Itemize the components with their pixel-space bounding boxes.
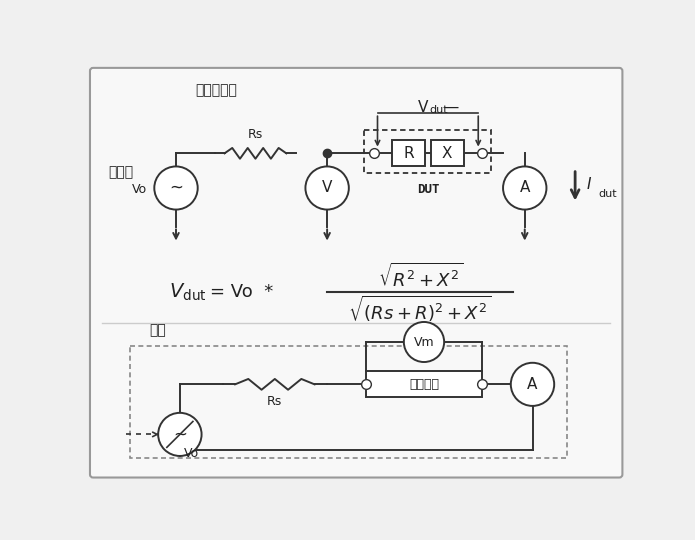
Text: dut: dut <box>598 189 617 199</box>
Circle shape <box>154 166 197 210</box>
Text: V: V <box>418 100 428 114</box>
Bar <box>431 140 464 166</box>
Text: Rs: Rs <box>267 395 282 408</box>
Circle shape <box>404 322 444 362</box>
Text: ~: ~ <box>173 426 187 443</box>
Bar <box>129 346 567 457</box>
FancyBboxPatch shape <box>90 68 623 477</box>
Text: Vm: Vm <box>414 335 434 348</box>
Text: Rs: Rs <box>248 128 263 141</box>
Circle shape <box>511 363 554 406</box>
Text: 反馈: 反馈 <box>149 323 165 338</box>
Text: DUT: DUT <box>416 184 439 197</box>
Text: = Vo  *: = Vo * <box>211 283 274 301</box>
Text: Vo: Vo <box>131 183 147 196</box>
Text: R: R <box>403 146 414 161</box>
Text: X: X <box>442 146 452 161</box>
Text: dut: dut <box>430 105 448 115</box>
Text: A: A <box>520 180 530 195</box>
Text: I: I <box>587 177 591 192</box>
Text: $\sqrt{R^2 + X^2}$: $\sqrt{R^2 + X^2}$ <box>377 262 463 291</box>
Text: V: V <box>322 180 332 195</box>
Text: 被测器件: 被测器件 <box>409 378 439 391</box>
Text: $\sqrt{(Rs+R)^2 + X^2}$: $\sqrt{(Rs+R)^2 + X^2}$ <box>348 294 492 324</box>
Bar <box>366 372 482 397</box>
Text: —: — <box>443 100 459 114</box>
Bar <box>392 140 425 166</box>
Circle shape <box>305 166 349 210</box>
Text: ~: ~ <box>169 179 183 197</box>
Circle shape <box>503 166 546 210</box>
Text: $V_{\rm dut}$: $V_{\rm dut}$ <box>169 281 206 302</box>
Text: 激励源内阻: 激励源内阻 <box>195 83 237 97</box>
Text: A: A <box>528 377 538 392</box>
Circle shape <box>158 413 202 456</box>
Text: Vo: Vo <box>183 447 199 460</box>
Text: 激励源: 激励源 <box>108 165 133 179</box>
